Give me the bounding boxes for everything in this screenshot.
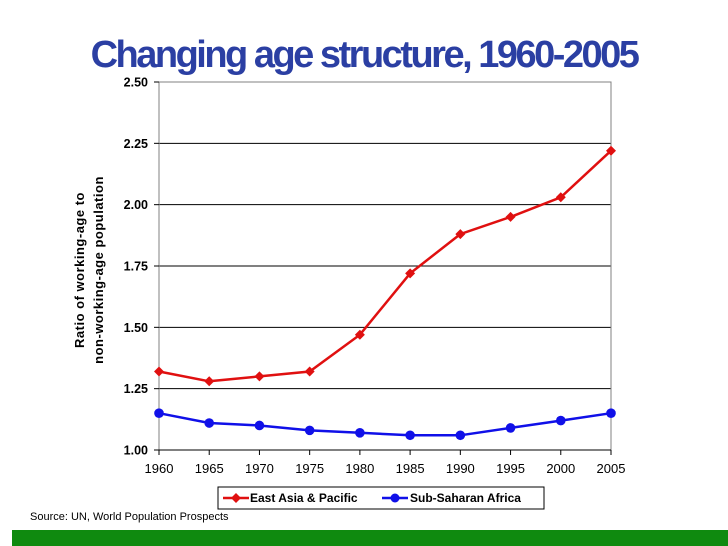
data-point-diamond <box>555 192 566 203</box>
y-axis-label-line2: non-working-age population <box>91 176 106 364</box>
data-point-circle <box>355 428 365 438</box>
x-tick-label: 1970 <box>245 461 274 476</box>
y-axis-ticks: 1.00 1.25 1.50 1.75 2.00 2.25 2.50 <box>124 76 159 458</box>
data-point-circle <box>154 408 164 419</box>
gridlines <box>159 142 611 390</box>
data-point-diamond <box>606 145 616 156</box>
x-axis-ticks: 1960 1965 1970 1975 1980 1985 1990 1995 2000 2005 <box>145 449 626 476</box>
series-group <box>154 145 616 441</box>
data-point-diamond <box>204 376 215 387</box>
data-point-diamond <box>354 329 365 340</box>
y-tick-label: 2.00 <box>124 198 148 212</box>
x-tick-label: 1980 <box>345 461 374 476</box>
y-tick-label: 1.50 <box>124 321 148 335</box>
data-point-circle <box>455 430 466 441</box>
bottom-bar <box>0 530 728 546</box>
legend-label-sub-saharan: Sub-Saharan Africa <box>410 491 521 505</box>
source-note: Source: UN, World Population Prospects <box>30 511 229 523</box>
x-tick-label: 1990 <box>446 461 475 476</box>
y-axis-label-line1: Ratio of working-age to <box>72 192 87 348</box>
data-point-circle <box>204 418 215 428</box>
x-tick-label: 1985 <box>396 461 425 476</box>
legend-marker-east-asia <box>231 493 241 503</box>
data-point-circle <box>606 408 616 419</box>
y-tick-label: 2.50 <box>124 76 148 90</box>
data-point-diamond <box>455 229 466 240</box>
data-point-diamond <box>154 366 164 377</box>
legend-label-east-asia: East Asia & Pacific <box>250 491 358 505</box>
x-tick-label: 2005 <box>597 461 626 476</box>
x-tick-label: 1975 <box>295 461 324 476</box>
legend-marker-sub-saharan <box>390 493 400 503</box>
data-point-circle <box>555 415 566 426</box>
bottom-bar-left-gap <box>0 528 12 546</box>
data-point-circle <box>505 423 516 433</box>
legend-box <box>217 486 545 510</box>
x-tick-label: 1965 <box>195 461 224 476</box>
series-line-0 <box>158 149 612 383</box>
y-tick-label: 2.25 <box>124 137 148 151</box>
legend: East Asia & Pacific Sub-Saharan Africa <box>217 486 545 510</box>
x-tick-label: 2000 <box>546 461 575 476</box>
x-tick-label: 1995 <box>496 461 525 476</box>
y-tick-label: 1.25 <box>124 382 148 396</box>
data-point-circle <box>304 425 315 436</box>
data-point-circle <box>254 420 265 431</box>
y-tick-label: 1.75 <box>124 260 148 274</box>
data-point-diamond <box>304 366 315 377</box>
data-point-diamond <box>505 211 516 222</box>
data-point-diamond <box>405 268 416 279</box>
y-tick-label: 1.00 <box>124 444 148 458</box>
slide-title: Changing age structure, 1960-2005 <box>90 34 640 76</box>
data-point-diamond <box>254 371 265 382</box>
series-line-1 <box>158 411 612 437</box>
x-tick-label: 1960 <box>145 461 174 476</box>
data-point-circle <box>405 430 415 441</box>
